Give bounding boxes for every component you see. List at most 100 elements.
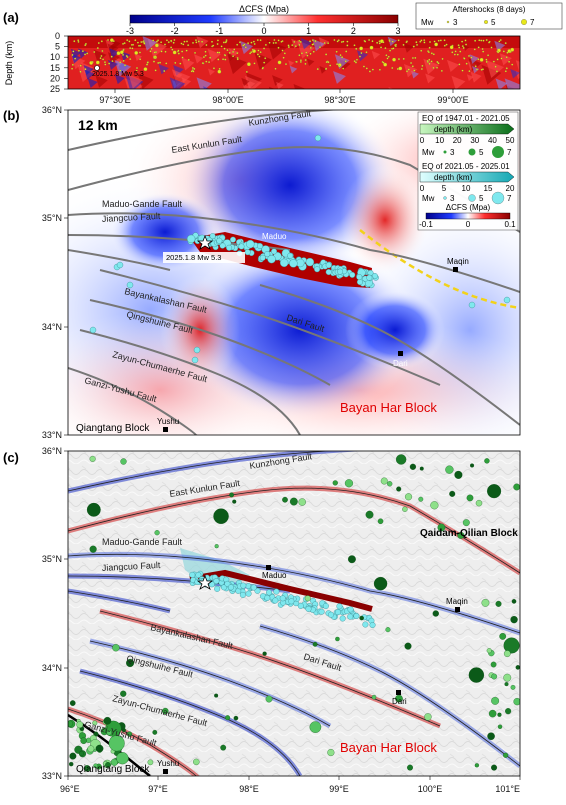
aftershock-point xyxy=(385,54,388,57)
aftershock-point xyxy=(129,47,132,50)
aftershock-point xyxy=(281,49,284,52)
aftershock-point xyxy=(283,52,286,55)
aftershock-point xyxy=(242,44,245,47)
aftershock-point xyxy=(119,69,122,72)
aftershock-point xyxy=(99,57,102,60)
c-eq-recent xyxy=(279,595,286,602)
b-town-yushu: Yushu xyxy=(157,417,179,426)
aftershock-point xyxy=(185,40,188,43)
c-eq-historic xyxy=(380,477,388,485)
c-eq-recent xyxy=(213,578,220,585)
c-eq-historic xyxy=(470,463,475,468)
aftershock-point xyxy=(261,67,264,70)
aftershock-point xyxy=(497,51,500,54)
c-eq-historic xyxy=(395,454,407,465)
aftershock-point xyxy=(353,44,356,47)
aftershock-point xyxy=(192,70,195,73)
b-ytick: 33°N xyxy=(42,430,62,440)
aftershock-point xyxy=(495,70,498,73)
aftershock-point xyxy=(187,58,190,61)
aftershock-point xyxy=(258,55,261,58)
c-eq-historic xyxy=(304,595,311,602)
leg-depth1-tick: 50 xyxy=(506,136,515,145)
c-eq-recent xyxy=(195,572,202,579)
aftershock-point xyxy=(305,51,308,54)
aftershock-point xyxy=(464,39,467,42)
panel-a-ylabel: Depth (km) xyxy=(4,41,14,86)
aftershock-point xyxy=(485,58,488,61)
c-eq-recent xyxy=(353,612,360,619)
aftershock-point xyxy=(73,40,76,43)
c-eq-historic xyxy=(365,510,374,519)
c-eq-historic xyxy=(487,484,502,499)
aftershock-point xyxy=(174,61,177,64)
c-block-qaidam: Qaidam-Qilian Block xyxy=(420,528,518,539)
a-ytick: 20 xyxy=(50,73,60,83)
aftershock-point xyxy=(309,46,312,49)
aftershock-point xyxy=(257,49,260,52)
aftershock-point xyxy=(104,63,107,66)
depth-tag: 12 km xyxy=(78,117,118,133)
aftershock-point xyxy=(195,41,198,44)
c-eq-recent xyxy=(273,588,280,595)
c-eq-recent xyxy=(240,582,247,589)
c-eq-historic xyxy=(93,763,98,769)
aftershock-point xyxy=(282,56,285,59)
aftershock-point xyxy=(333,39,336,42)
c-eq-historic xyxy=(486,648,492,654)
c-eq-historic xyxy=(504,682,509,687)
c-eq-recent xyxy=(339,615,346,622)
aftershock-point xyxy=(477,58,480,61)
aftershock-point xyxy=(238,41,241,44)
aftershock-point xyxy=(101,49,104,52)
aftershock-point xyxy=(205,44,208,47)
c-eq-historic xyxy=(265,695,273,703)
c-eq-historic xyxy=(474,763,480,768)
aftershock-point xyxy=(342,67,345,70)
leg-mw2: Mw xyxy=(422,194,435,203)
aftershock-point xyxy=(441,57,444,60)
aftershock-point xyxy=(327,42,330,45)
c-eq-recent xyxy=(245,590,252,597)
aftershock-point xyxy=(277,60,282,65)
c-eq-historic xyxy=(152,729,158,735)
c-eq-historic xyxy=(68,720,74,727)
c-eq-historic xyxy=(503,637,520,654)
colorbar-tick: 1 xyxy=(306,26,311,36)
aftershock-point xyxy=(253,42,256,45)
c-eq-historic xyxy=(162,707,169,715)
aftershock-point xyxy=(411,57,414,60)
aftershock-point xyxy=(368,70,371,73)
aftershock-point xyxy=(323,42,326,45)
aftershock-point xyxy=(91,61,94,64)
aftershock-point xyxy=(97,42,100,45)
aftershock-point xyxy=(119,50,124,55)
aftershock-point xyxy=(426,59,429,62)
c-eq-recent xyxy=(264,594,271,601)
c-eq-historic xyxy=(432,610,439,617)
aftershock-point xyxy=(346,40,349,43)
aftershock-point xyxy=(251,48,254,51)
c-eq-historic xyxy=(106,730,112,736)
aftershock-point xyxy=(432,53,435,56)
c-block-qiangtang: Qiangtang Block xyxy=(76,764,150,775)
b-eq-point xyxy=(264,251,271,258)
aftershock-point xyxy=(122,49,125,52)
aftershock-point xyxy=(311,39,314,42)
c-town-maqin: Maqin xyxy=(446,597,468,606)
aftershock-point xyxy=(193,67,196,70)
aftershock-point xyxy=(122,42,125,45)
aftershock-point xyxy=(124,64,127,67)
aftershock-point xyxy=(100,40,103,43)
c-eq-historic xyxy=(475,499,483,507)
a-xtick: 98°00'E xyxy=(212,95,243,105)
c-eq-historic xyxy=(418,496,424,502)
aftershock-legend-title: Aftershocks (8 days) xyxy=(453,5,526,14)
b-ytick: 36°N xyxy=(42,105,62,115)
aftershock-point xyxy=(126,39,129,42)
c-ytick: 36°N xyxy=(42,446,62,456)
aftershock-point xyxy=(212,67,215,70)
aftershock-point xyxy=(157,39,160,42)
c-eq-historic xyxy=(409,463,417,470)
